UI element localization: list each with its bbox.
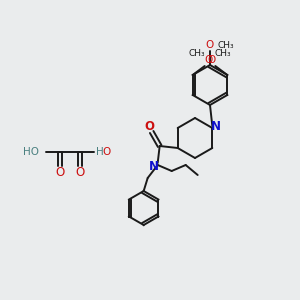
Text: O: O [205, 55, 213, 65]
Text: O: O [207, 55, 215, 65]
Text: O: O [145, 119, 155, 133]
Text: N: N [149, 160, 159, 172]
Text: H: H [96, 147, 104, 157]
Text: CH₃: CH₃ [215, 50, 231, 58]
Text: HO: HO [23, 147, 39, 157]
Text: O: O [102, 147, 110, 157]
Text: O: O [56, 167, 64, 179]
Text: O: O [75, 167, 85, 179]
Text: CH₃: CH₃ [189, 50, 205, 58]
Text: CH₃: CH₃ [218, 40, 235, 50]
Text: N: N [211, 119, 221, 133]
Text: O: O [206, 40, 214, 50]
